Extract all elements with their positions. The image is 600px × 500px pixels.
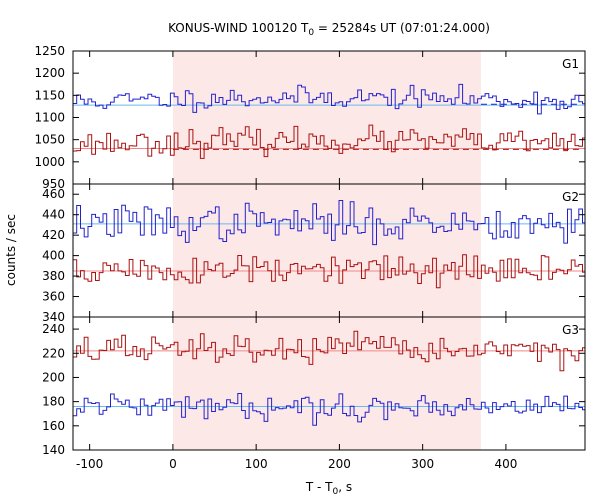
- panel-label: G3: [562, 323, 579, 337]
- y-tick-label: 220: [42, 346, 65, 360]
- series-1-histogram: [73, 200, 585, 246]
- chart-title: KONUS-WIND 100120 T0 = 25284s UT (07:01:…: [168, 21, 490, 38]
- y-tick-label: 200: [42, 370, 65, 384]
- y-tick-label: 380: [42, 269, 65, 283]
- panel-label: G1: [562, 57, 579, 71]
- panel-label: G2: [562, 190, 579, 204]
- series-1-histogram: [73, 330, 585, 372]
- x-tick-label: 400: [494, 457, 517, 471]
- series-1-histogram: [73, 83, 585, 115]
- series-2-histogram: [73, 393, 585, 426]
- y-axis-label: counts / sec: [4, 214, 18, 286]
- x-tick-label: -100: [76, 457, 103, 471]
- y-tick-label: 1100: [34, 111, 65, 125]
- y-tick-label: 440: [42, 208, 65, 222]
- y-tick-label: 340: [42, 310, 65, 324]
- panel-g3: 140 160 180 200 220 240 G3: [42, 316, 586, 457]
- x-tick-label: 300: [411, 457, 434, 471]
- y-tick-label: 1250: [34, 44, 65, 58]
- y-tick-label: 460: [42, 187, 65, 201]
- x-tick-label: 200: [328, 457, 351, 471]
- y-tick-label: 1150: [34, 88, 65, 102]
- y-tick-label: 420: [42, 228, 65, 242]
- y-tick-label: 160: [42, 419, 65, 433]
- y-tick-label: 240: [42, 322, 65, 336]
- y-tick-label: 360: [42, 290, 65, 304]
- x-axis-label: T - T0, s: [305, 480, 352, 497]
- panel-frame: [72, 316, 586, 451]
- y-tick-label: 1000: [34, 155, 65, 169]
- y-tick-label: 950: [42, 177, 65, 191]
- y-tick-label: 140: [42, 443, 65, 457]
- y-tick-label: 180: [42, 395, 65, 409]
- x-tick-label: 0: [169, 457, 177, 471]
- y-tick-label: 1050: [34, 133, 65, 147]
- y-tick-label: 1200: [34, 66, 65, 80]
- shaded-interval: [172, 51, 481, 450]
- y-tick-label: 400: [42, 249, 65, 263]
- series-2-histogram: [73, 254, 585, 289]
- series-2-histogram: [73, 124, 585, 159]
- x-tick-label: 100: [245, 457, 268, 471]
- panel-g1: 950 1000 1050 1100 1150 1200 1250 G1: [34, 44, 586, 191]
